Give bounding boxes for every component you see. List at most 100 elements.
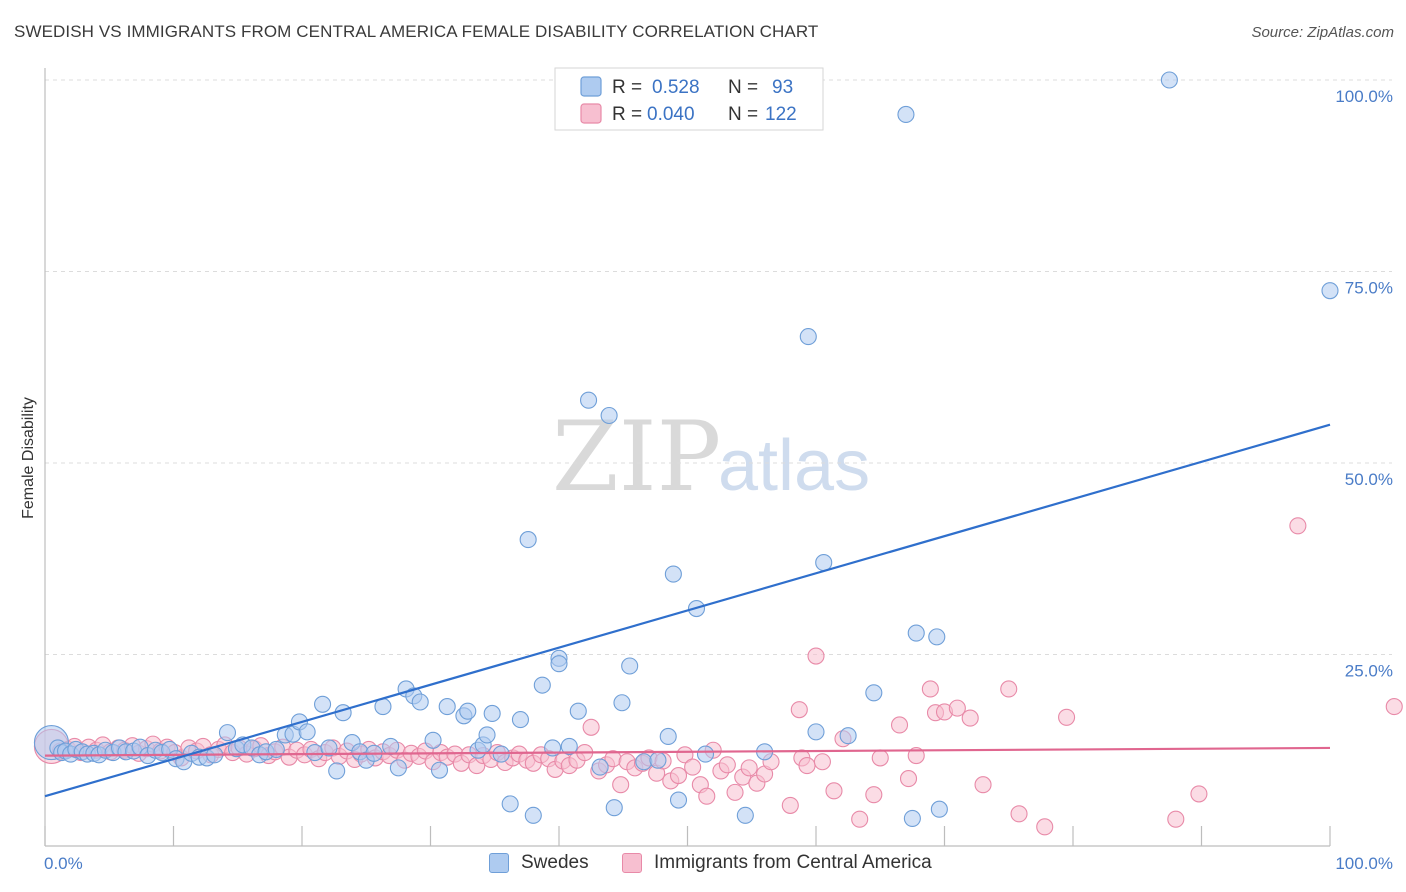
swedes-point <box>600 406 618 425</box>
swedes-point <box>928 628 946 646</box>
stats-n-label-swedes: N = <box>728 77 758 98</box>
immigrants-point <box>1190 785 1208 803</box>
series-legend: Swedes Immigrants from Central America <box>0 852 1406 878</box>
y-tick-label: 25.0% <box>1345 662 1393 681</box>
swedes-point <box>1160 71 1178 89</box>
immigrants-point <box>899 770 918 788</box>
gridlines <box>45 79 1392 655</box>
immigrants-point <box>807 647 825 665</box>
swedes-point <box>550 655 568 673</box>
swedes-point <box>907 624 925 642</box>
immigrants-point <box>740 759 758 777</box>
swedes-point <box>580 391 598 409</box>
immigrants-point <box>669 766 688 785</box>
legend-label-immigrants: Immigrants from Central America <box>654 852 932 873</box>
source-label: Source: ZipAtlas.com <box>1251 24 1394 41</box>
immigrants-point <box>871 749 889 767</box>
swedes-point <box>799 328 817 346</box>
immigrants-point <box>907 747 925 765</box>
immigrants-point <box>921 680 939 698</box>
swedes-point <box>533 676 551 694</box>
swedes-point <box>560 737 578 755</box>
chart-title: SWEDISH VS IMMIGRANTS FROM CENTRAL AMERI… <box>14 22 819 41</box>
y-tick-label: 100.0% <box>1335 87 1393 106</box>
immigrants-point <box>726 783 744 801</box>
stats-n-value-swedes: 93 <box>772 77 793 98</box>
immigrants-point <box>974 776 992 794</box>
swedes-point <box>492 745 510 763</box>
swedes-point <box>411 693 429 711</box>
swedes-point <box>306 743 324 762</box>
series-immigrants-points <box>33 517 1403 836</box>
immigrants-point <box>1010 805 1028 823</box>
stats-swatch-immigrants <box>580 103 602 124</box>
swedes-point <box>519 531 537 549</box>
swedes-point <box>897 105 915 124</box>
immigrants-point <box>798 757 816 775</box>
x-axis-ticks <box>44 826 1331 846</box>
swedes-point <box>669 791 688 809</box>
swedes-point <box>483 704 501 723</box>
immigrants-point <box>890 716 909 734</box>
immigrants-point <box>948 699 966 717</box>
swedes-point <box>424 731 442 749</box>
swedes-point <box>218 724 237 742</box>
stats-r-value-swedes: 0.528 <box>652 77 700 98</box>
swedes-point <box>569 702 587 720</box>
watermark: ZIP atlas <box>552 401 870 513</box>
swedes-point <box>839 727 857 745</box>
swedes-point <box>815 554 833 572</box>
immigrants-point <box>718 756 736 774</box>
swedes-point <box>613 694 631 712</box>
trend-line-immigrants <box>44 746 1331 757</box>
immigrants-point <box>781 796 799 814</box>
swedes-point <box>635 753 653 771</box>
stats-r-value-immigrants: 0.040 <box>647 104 695 125</box>
x-tick-label-max: 100.0% <box>1335 854 1393 873</box>
y-tick-label: 50.0% <box>1345 470 1393 489</box>
swedes-point <box>438 698 456 716</box>
immigrants-point <box>582 718 600 736</box>
immigrants-point <box>865 786 883 804</box>
immigrants-point <box>684 758 702 776</box>
swedes-point <box>320 739 338 757</box>
swedes-point <box>903 809 921 827</box>
immigrants-point <box>790 701 808 719</box>
immigrants-point <box>1289 517 1307 535</box>
immigrants-point <box>825 782 843 800</box>
swedes-point <box>807 723 825 741</box>
immigrants-point <box>698 787 716 805</box>
stats-r-label-immigrants: R = <box>612 104 642 125</box>
swedes-point <box>524 806 542 824</box>
legend-label-swedes: Swedes <box>521 852 589 873</box>
y-tick-labels: 25.0% 50.0% 75.0% 100.0% <box>1335 87 1393 681</box>
swedes-point <box>659 727 677 746</box>
swedes-point <box>696 745 715 763</box>
watermark-atlas: atlas <box>718 426 870 506</box>
swedes-point <box>459 702 477 720</box>
swedes-point <box>605 799 623 817</box>
immigrants-point <box>1058 708 1076 726</box>
immigrants-point <box>1167 810 1185 828</box>
stats-swatch-swedes <box>580 76 602 97</box>
swedes-point <box>314 695 332 713</box>
trend-lines <box>44 423 1331 798</box>
swedes-point <box>930 800 948 818</box>
swedes-point <box>298 723 316 741</box>
swedes-point <box>382 737 400 755</box>
stats-r-label-swedes: R = <box>612 77 642 98</box>
swedes-point <box>865 684 883 702</box>
swedes-point <box>511 711 530 729</box>
swedes-point <box>664 565 682 583</box>
swedes-point <box>328 762 346 780</box>
swedes-point <box>478 726 496 744</box>
swedes-point <box>501 795 519 813</box>
legend-swatch-swedes <box>489 853 509 873</box>
immigrants-point <box>851 810 869 828</box>
swedes-point <box>649 751 667 769</box>
y-axis-label: Female Disability <box>20 397 37 519</box>
immigrants-point <box>612 776 630 794</box>
swedes-point <box>430 761 449 779</box>
legend-swatch-immigrants <box>622 853 642 873</box>
